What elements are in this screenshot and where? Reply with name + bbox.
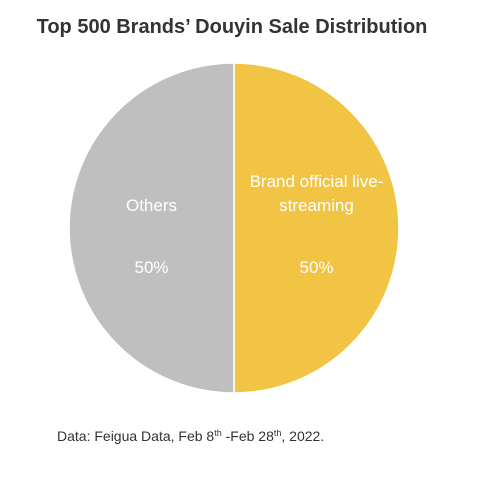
pie-slice: [233, 62, 400, 394]
slice-value: 50%: [134, 258, 168, 277]
slice-value: 50%: [299, 258, 333, 277]
source-part: -Feb 28: [222, 428, 274, 444]
pie-slice: [68, 62, 235, 394]
chart-title: Top 500 Brands’ Douyin Sale Distribution: [37, 16, 428, 38]
slice-name: Others: [125, 196, 178, 215]
source-part: Data: Feigua Data, Feb 8: [57, 428, 214, 444]
source-part: , 2022.: [281, 428, 324, 444]
slice-name: Brand official live-streaming: [249, 172, 384, 215]
source-note: Data: Feigua Data, Feb 8th -Feb 28th, 20…: [57, 428, 324, 444]
source-part: th: [274, 428, 282, 438]
source-part: th: [214, 428, 222, 438]
